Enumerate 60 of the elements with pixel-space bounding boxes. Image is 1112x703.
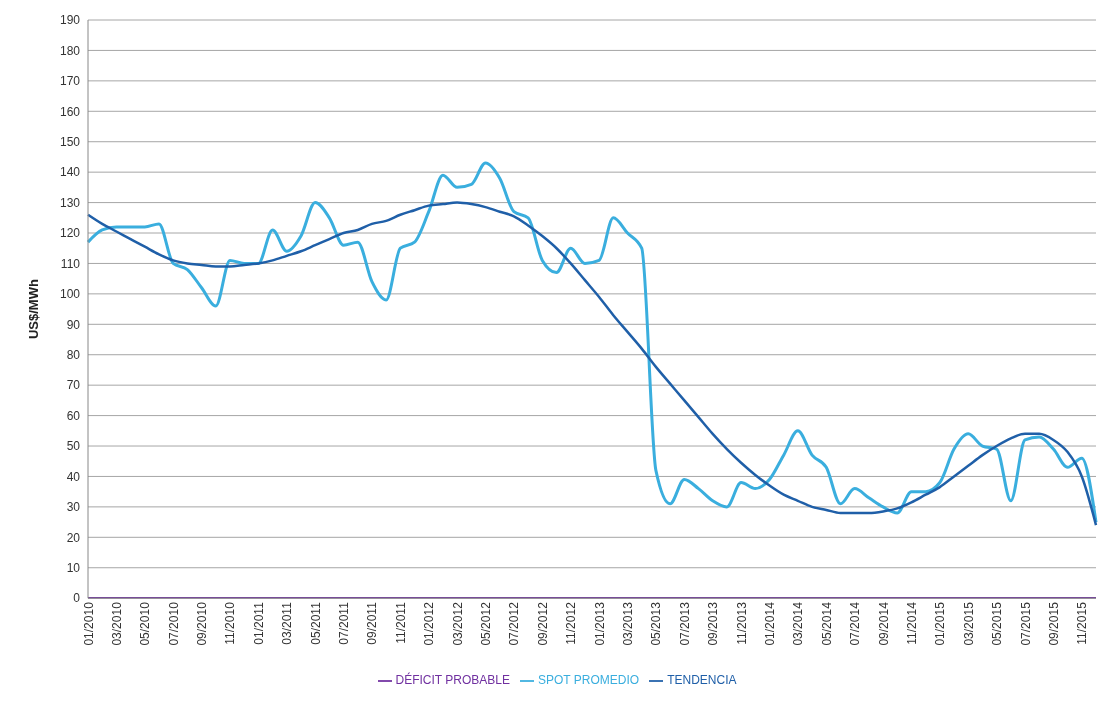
y-tick-label: 60 <box>66 408 81 423</box>
legend-label: DÉFICIT PROBABLE <box>395 673 510 688</box>
y-tick-label: 50 <box>66 439 81 454</box>
x-tick-label: 03/2011 <box>280 601 295 645</box>
x-tick-label: 09/2012 <box>535 601 550 646</box>
legend-label: SPOT PROMEDIO <box>538 673 640 688</box>
x-tick-label: 05/2010 <box>138 601 153 646</box>
x-tick-label: 11/2011 <box>393 601 408 644</box>
x-tick-label: 05/2014 <box>819 601 834 646</box>
x-tick-label: 05/2011 <box>308 601 323 645</box>
x-tick-label: 01/2014 <box>762 601 777 646</box>
x-tick-label: 07/2010 <box>166 601 181 646</box>
x-tick-label: 09/2011 <box>365 601 380 645</box>
x-tick-label: 07/2015 <box>1018 601 1033 646</box>
x-tick-label: 07/2014 <box>848 601 863 646</box>
x-tick-label: 11/2013 <box>734 601 749 645</box>
x-tick-label: 07/2011 <box>337 601 352 645</box>
x-tick-label: 03/2012 <box>450 601 465 646</box>
x-tick-label: 09/2010 <box>195 601 210 646</box>
x-tick-label: 03/2010 <box>109 601 124 646</box>
y-tick-label: 150 <box>59 134 81 149</box>
x-tick-label: 11/2012 <box>564 601 579 645</box>
y-tick-label: 20 <box>66 530 81 545</box>
x-tick-label: 03/2015 <box>961 601 976 646</box>
x-tick-label: 07/2013 <box>677 601 692 646</box>
x-tick-label: 09/2013 <box>706 601 721 646</box>
x-tick-label: 07/2012 <box>507 601 522 646</box>
y-tick-label: 160 <box>59 104 81 119</box>
y-tick-label: 190 <box>59 13 81 28</box>
x-tick-label: 11/2010 <box>223 601 238 645</box>
y-tick-label: 10 <box>66 561 81 575</box>
x-tick-label: 03/2014 <box>791 601 806 646</box>
y-tick-label: 100 <box>59 287 81 302</box>
x-tick-label: 01/2010 <box>81 601 96 646</box>
x-tick-label: 11/2015 <box>1075 601 1090 645</box>
x-tick-label: 01/2012 <box>422 601 437 646</box>
y-tick-label: 130 <box>59 195 81 210</box>
y-tick-label: 80 <box>66 347 81 362</box>
x-tick-label: 11/2014 <box>904 601 919 645</box>
y-tick-label: 110 <box>60 256 81 271</box>
x-tick-label: 01/2013 <box>592 601 607 646</box>
x-tick-label: 01/2015 <box>933 601 948 646</box>
x-tick-label: 09/2015 <box>1046 601 1061 646</box>
y-axis-title: US$/MWh <box>25 279 41 340</box>
legend-label: TENDENCIA <box>667 673 737 688</box>
y-tick-label: 90 <box>66 317 81 332</box>
y-tick-label: 0 <box>73 591 81 606</box>
y-tick-label: 180 <box>59 43 81 58</box>
x-tick-label: 03/2013 <box>621 601 636 646</box>
x-tick-label: 09/2014 <box>876 601 891 646</box>
x-tick-label: 01/2011 <box>251 601 266 645</box>
y-tick-label: 120 <box>59 226 81 241</box>
y-tick-label: 30 <box>66 500 81 515</box>
x-tick-label: 05/2012 <box>479 601 494 646</box>
y-tick-label: 70 <box>66 378 81 393</box>
y-tick-label: 40 <box>66 469 81 484</box>
x-tick-label: 05/2015 <box>990 601 1005 646</box>
x-tick-label: 05/2013 <box>649 601 664 646</box>
y-tick-label: 170 <box>59 74 81 89</box>
y-tick-label: 140 <box>59 165 81 180</box>
